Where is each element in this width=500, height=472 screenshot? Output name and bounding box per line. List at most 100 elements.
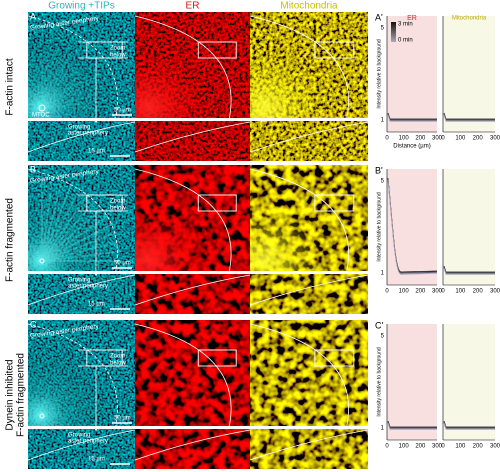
- x-tick-label: 0: [441, 136, 445, 142]
- periphery-arc: [134, 15, 232, 119]
- legend-label: 3 min: [398, 22, 413, 28]
- aster-ray: [41, 207, 103, 262]
- zoom-periphery-label: Growing: [68, 125, 90, 131]
- aster-ray: [41, 189, 81, 262]
- scale-label: 50 µm: [114, 261, 131, 267]
- x-tick-label: 200: [415, 289, 426, 295]
- profile-line: [443, 268, 495, 275]
- plot-bg: [387, 324, 437, 440]
- column-title: Mitochondria: [280, 1, 338, 12]
- x-tick-label: 300: [490, 289, 500, 295]
- periphery-arc: [27, 15, 118, 119]
- aster-glow: [135, 12, 250, 118]
- zoom-label: Zoom: [110, 46, 125, 52]
- zoom-arc: [134, 121, 251, 153]
- x-tick-label: 100: [455, 289, 466, 295]
- aster-ray: [41, 183, 63, 262]
- y-label: Intensity relative to background: [376, 192, 382, 261]
- scale-label: 50 µm: [114, 108, 131, 114]
- aster-ray: [41, 231, 118, 262]
- aster-ray: [41, 222, 114, 262]
- mtoc-mark: [39, 413, 45, 419]
- periphery-arc: [27, 168, 118, 272]
- zoom-scale-label: 15 µm: [88, 302, 105, 308]
- y-tick-label: 5: [381, 334, 385, 340]
- row-label: F-actin fragmented: [16, 353, 27, 437]
- arrow-head: [93, 271, 99, 276]
- profile-line: [443, 115, 495, 122]
- aster-ray: [41, 214, 109, 262]
- aster-glow: [250, 12, 368, 118]
- aster-ray: [41, 93, 96, 109]
- x-tick-label: 0: [385, 136, 389, 142]
- zoom-micrograph: [250, 429, 368, 469]
- aster-ray: [41, 75, 88, 109]
- zoom-label: Zoom: [110, 354, 125, 360]
- aster-ray: [41, 70, 84, 109]
- zoom-scale-label: 15 µm: [88, 149, 105, 155]
- profile-line: [387, 115, 437, 122]
- column-title: ER: [186, 1, 200, 12]
- mtoc-label: MTOC: [32, 113, 50, 119]
- zoom-arc: [27, 429, 136, 461]
- periphery-arc: [134, 323, 232, 427]
- x-tick-label: 300: [490, 136, 500, 142]
- zoom-periphery-label: aster periphery: [68, 439, 108, 445]
- zoom-arc: [134, 429, 251, 461]
- periphery-arc: [249, 15, 349, 119]
- x-tick-label: 0: [385, 289, 389, 295]
- x-label: Distance (µm): [393, 144, 430, 150]
- x-tick-label: 0: [441, 444, 445, 450]
- plot-panel: C': [375, 320, 383, 330]
- y-tick-label: 5: [381, 179, 385, 185]
- legend-swatch: [391, 22, 396, 42]
- zoom-periphery-label: Growing: [68, 278, 90, 284]
- zoom-micrograph: [28, 274, 135, 314]
- x-tick-label: 100: [399, 289, 410, 295]
- plot-title: ER: [407, 15, 417, 22]
- plot-panel: A': [375, 12, 383, 22]
- y-label: Intensity relative to background: [376, 39, 382, 108]
- x-tick-label: 0: [385, 444, 389, 450]
- zoom-periphery-label: Growing: [68, 433, 90, 439]
- zoom-label: below: [110, 206, 126, 212]
- zoom-label: Zoom: [110, 199, 125, 205]
- x-tick-label: 300: [432, 136, 443, 142]
- y-tick-label: 1: [381, 271, 385, 277]
- x-tick-label: 100: [455, 444, 466, 450]
- x-tick-label: 300: [432, 289, 443, 295]
- plot-bg: [387, 169, 437, 285]
- zoom-arc: [134, 274, 251, 306]
- x-tick-label: 200: [415, 136, 426, 142]
- zoom-label: below: [110, 53, 126, 59]
- y-tick-label: 1: [381, 426, 385, 432]
- zoom-arc: [27, 121, 136, 153]
- zoom-arc: [249, 274, 369, 306]
- aster-ray: [41, 54, 57, 109]
- y-tick-label: 1: [381, 118, 385, 124]
- aster-ray: [41, 250, 122, 262]
- zoom-micrograph: [135, 274, 250, 314]
- plot-bg: [443, 324, 495, 440]
- x-tick-label: 300: [432, 444, 443, 450]
- x-tick-label: 300: [490, 444, 500, 450]
- y-tick-label: 5: [381, 26, 385, 32]
- x-tick-label: 100: [399, 136, 410, 142]
- x-tick-label: 200: [473, 444, 484, 450]
- aster-ray: [41, 66, 80, 109]
- aster-ray: [41, 58, 69, 109]
- mtoc-mark: [38, 104, 46, 112]
- x-tick-label: 100: [399, 444, 410, 450]
- micrograph: [250, 320, 368, 426]
- panel-letter: B: [30, 164, 36, 174]
- zoom-arc: [249, 121, 369, 153]
- zoom-box: [314, 194, 355, 212]
- plot-title: Mitochondria: [452, 16, 487, 22]
- zoom-box: [197, 41, 237, 59]
- aster-ray: [41, 62, 75, 109]
- scale-label: 50 µm: [114, 416, 131, 422]
- plot-bg: [443, 16, 495, 132]
- zoom-micrograph: [135, 121, 250, 161]
- column-title: Growing +TIPs: [48, 1, 114, 12]
- profile-line: [387, 180, 438, 275]
